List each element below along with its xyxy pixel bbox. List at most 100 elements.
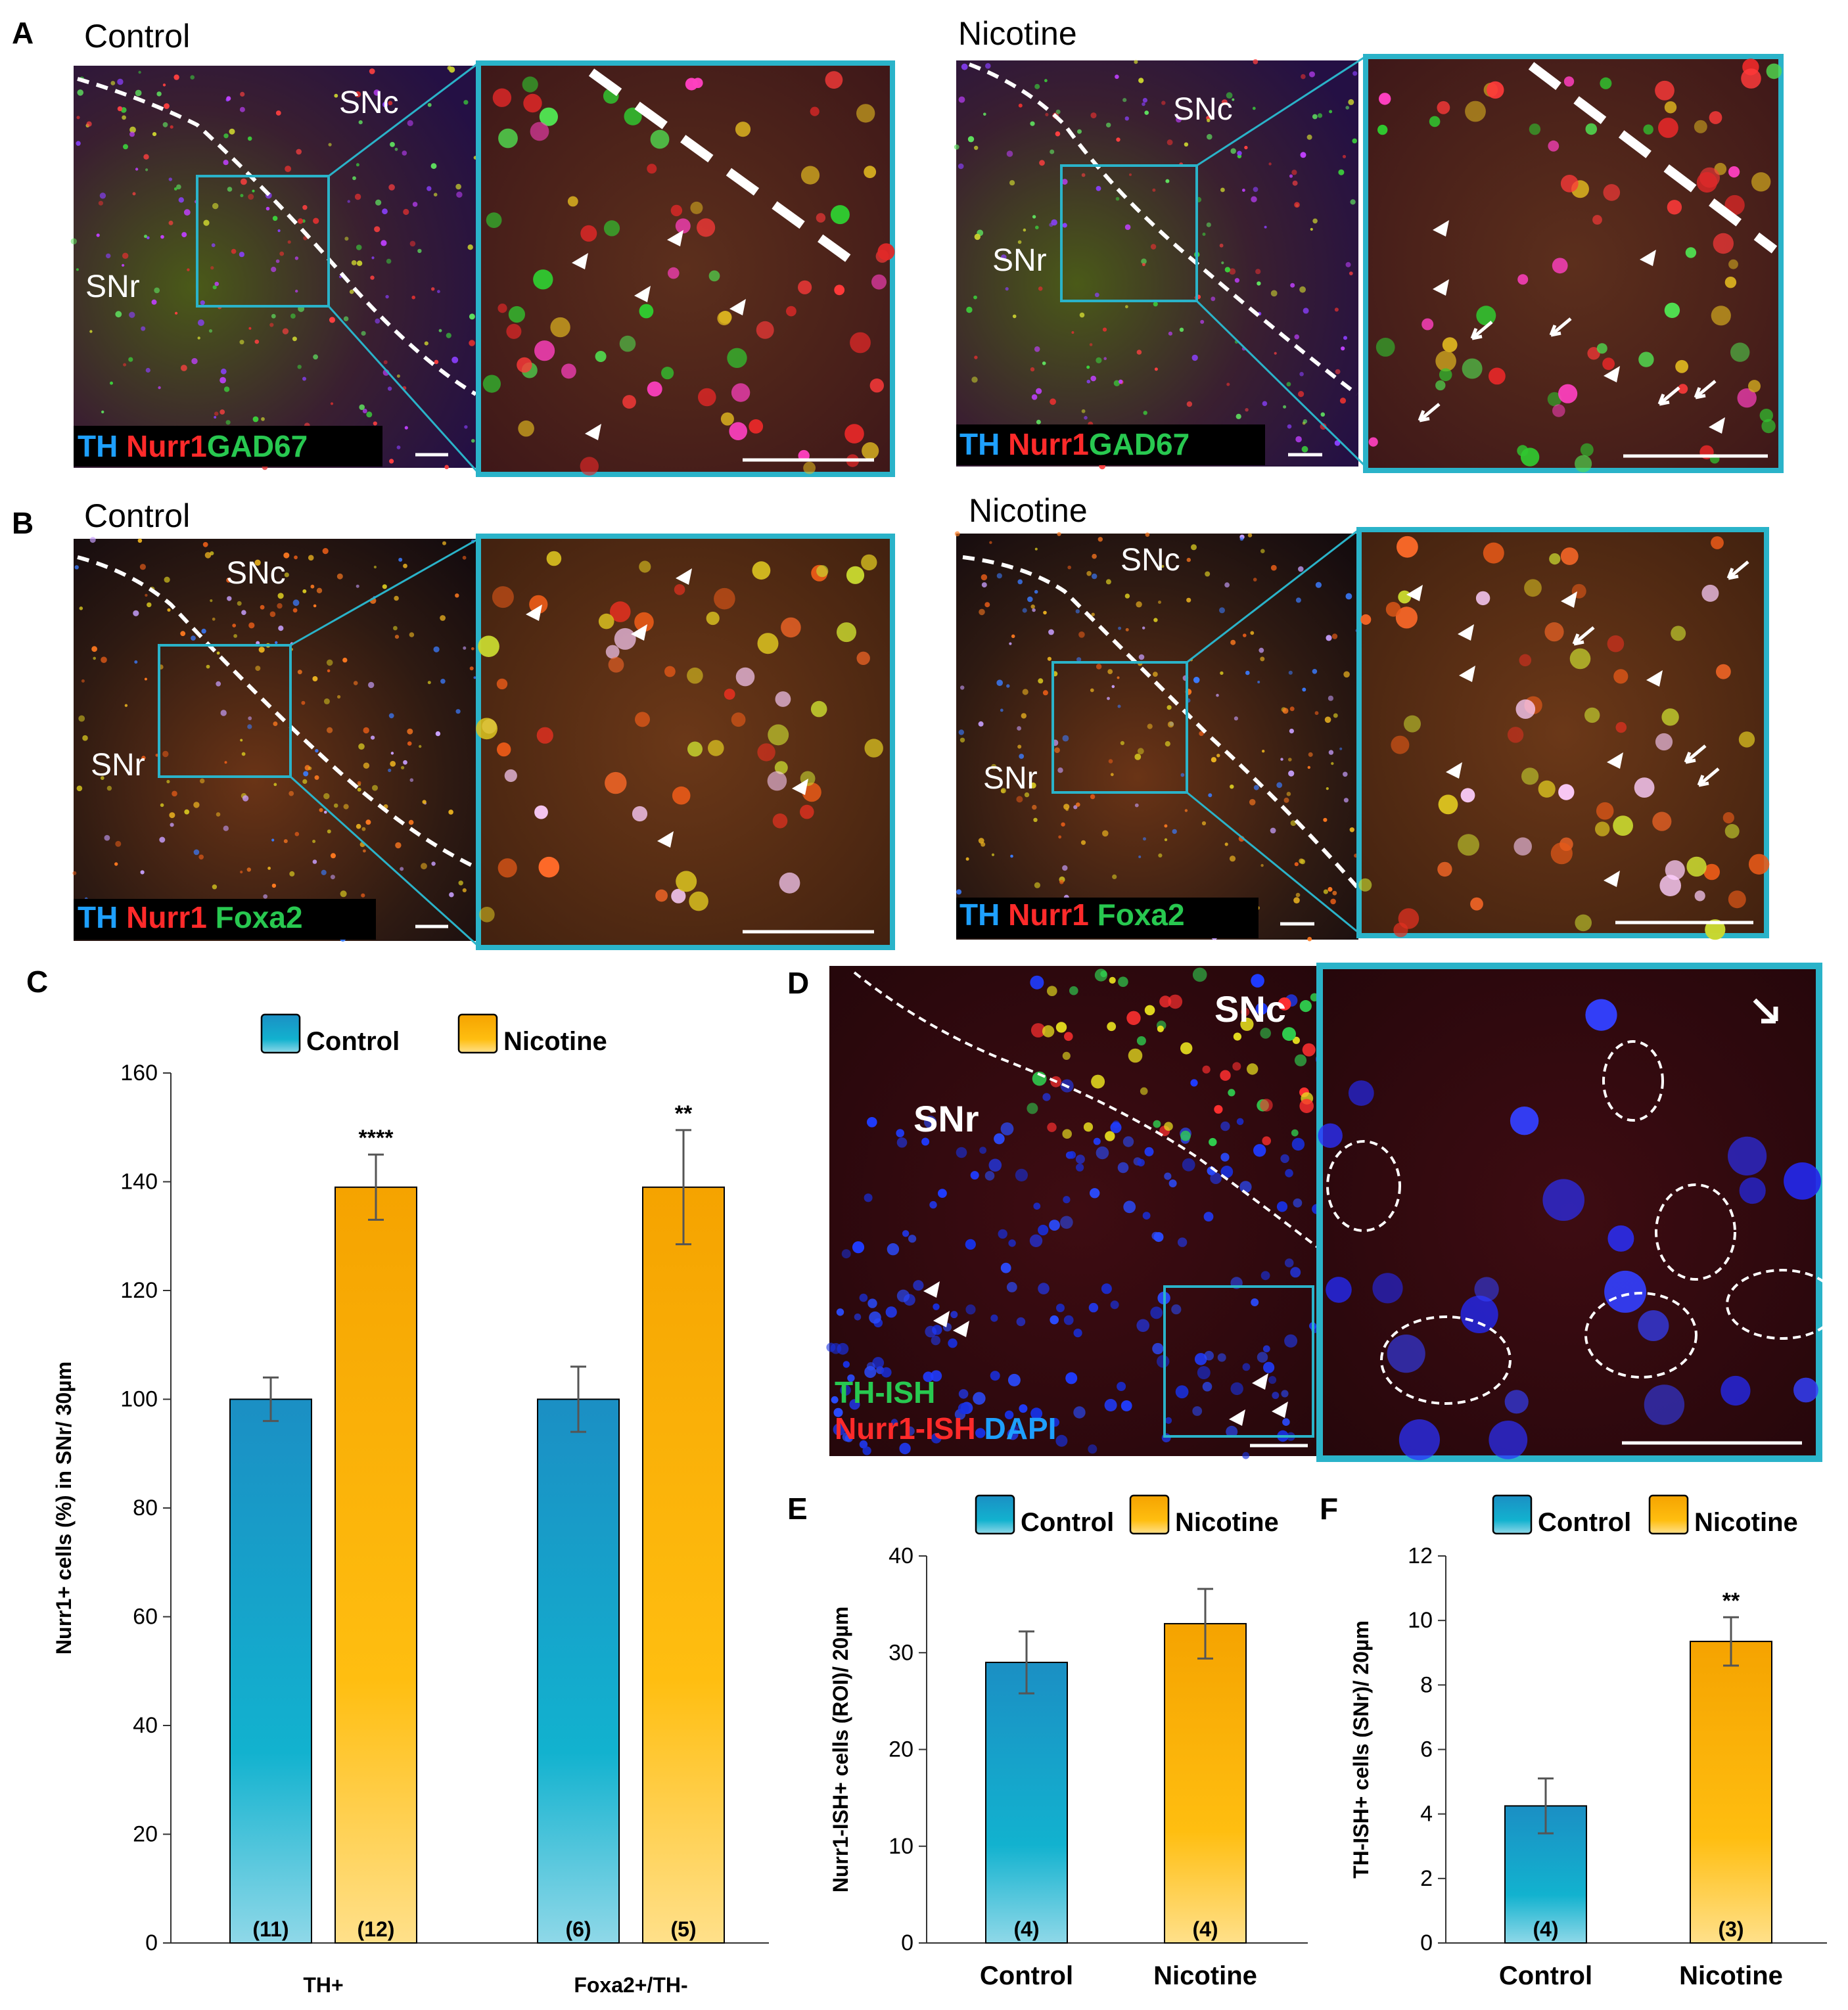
cell-dot [70, 238, 78, 244]
y-tick-label: 20 [133, 1822, 158, 1847]
cell-dot [1280, 1154, 1289, 1164]
cell-dot [1317, 113, 1323, 118]
cell-dot [1033, 1202, 1041, 1210]
cell-dot [216, 651, 220, 655]
cell-dot [529, 595, 548, 614]
cell-dot [508, 306, 526, 323]
y-tick-label: 140 [120, 1170, 158, 1195]
cell-dot [1211, 757, 1216, 763]
cell-dot [160, 235, 164, 239]
chart-legend: Control Nicotine [260, 1013, 607, 1056]
a-control-zoom-line-top [328, 62, 479, 177]
cell-dot [931, 1432, 942, 1444]
cell-dot [1038, 286, 1043, 291]
cell-dot [166, 779, 170, 784]
cell-dot [647, 164, 657, 174]
cell-dot [1138, 856, 1142, 858]
cell-dot [362, 409, 367, 413]
cell-dot [400, 867, 404, 871]
cell-dot [1220, 1121, 1230, 1131]
cell-dot [220, 710, 227, 716]
cell-dot [198, 854, 204, 860]
cell-dot [1217, 1353, 1226, 1362]
cell-dot [263, 894, 268, 899]
cell-dot [390, 142, 395, 147]
cell-dot [117, 106, 123, 112]
cell-dot [1033, 817, 1038, 823]
cell-dot [356, 584, 359, 588]
cell-dot [1260, 656, 1265, 662]
cell-dot [1152, 188, 1156, 192]
legend-label-nicotine: Nicotine [503, 1027, 607, 1056]
arrowhead [1709, 417, 1725, 434]
cell-dot [1137, 1158, 1145, 1167]
cell-dot [1165, 1417, 1172, 1424]
cell-dot [1076, 657, 1082, 662]
cell-dot [1062, 223, 1067, 228]
cell-dot [1239, 1181, 1252, 1193]
cell-dot [99, 193, 106, 199]
arrow [1694, 380, 1717, 400]
b-control-stain-legend: TH Nurr1 Foxa2 [78, 900, 303, 934]
cell-dot [1071, 331, 1074, 334]
cell-dot [442, 541, 446, 545]
cell-dot [1219, 243, 1224, 248]
cell-dot [282, 328, 289, 334]
cell-dot [366, 411, 373, 418]
cell-dot [1081, 409, 1086, 413]
b-control-overview-image [74, 539, 476, 941]
cell-dot [1312, 218, 1318, 224]
cell-dot [768, 724, 789, 746]
legend-swatch-control [975, 1494, 1015, 1535]
cell-dot [844, 424, 864, 444]
cell-dot [417, 248, 422, 254]
b-nicotine-stain-bg [956, 898, 1259, 938]
a-control-stain-legend: TH Nurr1GAD67 [78, 429, 308, 463]
cell-dot [226, 578, 231, 583]
cell-dot [448, 810, 453, 815]
cell-dot [1105, 1131, 1115, 1141]
cell-dot [756, 321, 774, 339]
cell-dot [1465, 101, 1486, 122]
cell-dot [1078, 631, 1085, 638]
cell-dot [241, 752, 246, 756]
cell-dot [458, 880, 463, 886]
cell-dot [1303, 308, 1309, 314]
a-nicotine-stain-th: TH [959, 427, 1000, 461]
cell-dot [1332, 890, 1337, 896]
cell-dot [650, 129, 670, 149]
cell-dot [1398, 590, 1412, 604]
cell-dot [647, 381, 662, 397]
cell-dot [1243, 633, 1247, 637]
cell-dot [359, 404, 365, 410]
cell-dot [292, 336, 297, 342]
legend-label-control: Control [306, 1027, 400, 1056]
cell-dot [1042, 361, 1046, 365]
cell-dot [370, 275, 375, 280]
cell-dot [996, 573, 1002, 579]
cell-dot [246, 867, 251, 872]
cell-dot [1005, 287, 1009, 291]
cell-dot [1055, 1022, 1067, 1033]
cell-dot [803, 461, 816, 474]
y-tick-label: 80 [133, 1496, 158, 1520]
cell-dot [104, 834, 110, 841]
cell-dot [143, 154, 149, 160]
cell-dot [1207, 118, 1211, 122]
cell-dot [434, 359, 439, 365]
cell-dot [469, 340, 475, 346]
significance-label: ** [1722, 1588, 1740, 1613]
cell-dot [1042, 1093, 1051, 1101]
cell-dot [254, 339, 260, 344]
cell-dot [1153, 1232, 1164, 1243]
cell-dot [403, 760, 407, 765]
cell-dot [1260, 1099, 1273, 1112]
a-control-roi-box [196, 175, 330, 308]
cell-dot [1019, 754, 1025, 759]
cell-dot [409, 240, 416, 247]
cell-dot [675, 218, 691, 234]
cell-dot [1339, 398, 1347, 404]
cell-dot [1194, 1353, 1207, 1365]
cell-dot [1060, 1216, 1073, 1229]
x-category-label: TH+ [303, 1973, 343, 1997]
